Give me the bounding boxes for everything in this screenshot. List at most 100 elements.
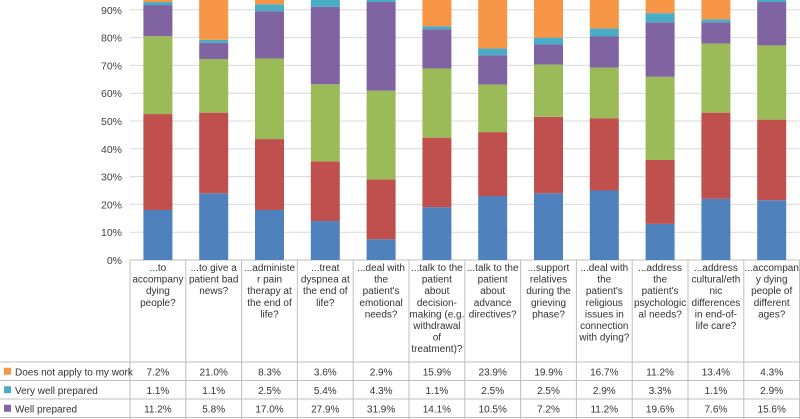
bar-segment: [310, 221, 340, 260]
bar-segment: [478, 0, 508, 49]
category-label: ...talk to the patient about decision-makin…: [409, 263, 464, 355]
bar-segment: [534, 116, 563, 194]
table-cell-value: 1.1%: [705, 386, 728, 397]
bar-segment: [757, 0, 787, 3]
bar-segment: [310, 6, 340, 85]
bar-segment: [589, 118, 619, 191]
table-cell-value: 19.9%: [534, 367, 562, 378]
bar-segment: [701, 19, 731, 23]
category-label: ...address the patient's psychologic al need…: [634, 263, 686, 320]
bar-segment: [589, 0, 619, 29]
bar-segment: [199, 59, 229, 113]
bar-segment: [534, 37, 563, 45]
table-cell-value: 23.9%: [479, 367, 507, 378]
bar-segment: [422, 68, 452, 138]
bar-segment: [422, 137, 452, 208]
table-cell-value: 11.2%: [646, 367, 674, 378]
y-tick-label: 10%: [101, 227, 122, 239]
bars: [143, 0, 787, 260]
y-axis: 0% 10% 20% 30% 40% 50% 60% 70% 80% 90%: [101, 5, 122, 267]
table-cell-value: 3.6%: [314, 367, 337, 378]
bar-segment: [310, 161, 340, 222]
table-cell-value: 7.2%: [147, 367, 170, 378]
y-tick-label: 50%: [101, 116, 122, 128]
bar-segment: [589, 28, 619, 37]
table-cell-value: 21.0%: [200, 367, 228, 378]
bar-segment: [589, 36, 619, 68]
table-cell-value: 2.9%: [370, 367, 393, 378]
bar-segment: [255, 4, 284, 12]
bar-segment: [366, 239, 396, 260]
bar-segment: [255, 209, 284, 260]
bar-segment: [757, 45, 787, 120]
table-cell-value: 15.6%: [758, 404, 786, 415]
table-cell-value: 16.7%: [590, 367, 618, 378]
bar-segment: [478, 84, 508, 133]
bar-segment: [701, 43, 731, 113]
y-tick-label: 90%: [101, 5, 122, 17]
table-cell-value: 15.9%: [423, 367, 451, 378]
bar-segment: [757, 200, 787, 260]
bar-segment: [701, 22, 731, 44]
bar-segment: [534, 0, 563, 38]
bar-segment: [478, 48, 508, 56]
legend-key: [4, 367, 11, 375]
bar-segment: [143, 114, 173, 210]
bar-segment: [199, 0, 229, 40]
table-cell-value: 31.9%: [367, 404, 395, 415]
table-cell-value: 4.3%: [760, 367, 783, 378]
bar-segment: [199, 112, 229, 194]
bar-segment: [645, 159, 675, 224]
table-cell-value: 10.5%: [479, 404, 507, 415]
table-cell-value: 7.2%: [537, 404, 560, 415]
bar-segment: [534, 44, 563, 65]
y-tick-label: 80%: [101, 33, 122, 45]
bar-segment: [645, 13, 675, 23]
bar-segment: [701, 112, 731, 199]
category-label: ...support relatives during the grieving pha…: [526, 263, 571, 320]
bar-segment: [366, 2, 396, 91]
row-label: Does not apply to my work: [15, 367, 134, 378]
table-cell-value: 5.4%: [314, 386, 337, 397]
bar-segment: [645, 0, 675, 14]
table-cell-value: 1.1%: [426, 386, 449, 397]
table-cell-value: 19.6%: [646, 404, 674, 415]
category-label: ...administe r pain therapy at the end of li…: [244, 263, 296, 320]
table-cell-value: 1.1%: [202, 386, 225, 397]
bar-segment: [199, 42, 229, 60]
category-label: ...accompan y dying people of different ages…: [744, 263, 798, 320]
row-label: Well prepared: [15, 404, 77, 415]
table-cell-value: 5.8%: [202, 404, 225, 415]
bar-segment: [422, 29, 452, 69]
table-cell-value: 2.5%: [481, 386, 504, 397]
bar-segment: [422, 0, 452, 27]
bar-segment: [645, 22, 675, 77]
bar-segment: [255, 58, 284, 140]
table-cell-value: 27.9%: [311, 404, 339, 415]
gridlines: [130, 9, 800, 261]
y-tick-label: 40%: [101, 144, 122, 156]
bar-segment: [534, 193, 563, 260]
bar-segment: [255, 139, 284, 210]
bar-segment: [310, 84, 340, 162]
bar-segment: [199, 39, 229, 43]
row-label: Very well prepared: [15, 386, 98, 397]
y-tick-label: 0%: [107, 255, 122, 267]
bar-segment: [143, 36, 173, 115]
y-tick-label: 20%: [101, 199, 122, 211]
bar-segment: [255, 11, 284, 59]
category-label: ...to give a patient bad news?: [189, 263, 239, 297]
table-cell-value: 7.6%: [705, 404, 728, 415]
table-cell-value: 3.3%: [649, 386, 672, 397]
bar-segment: [478, 196, 508, 260]
bar-segment: [310, 0, 340, 7]
bar-segment: [143, 0, 173, 3]
bar-segment: [645, 76, 675, 160]
table-cell-value: 2.9%: [593, 386, 616, 397]
table-cell-value: 14.1%: [423, 404, 451, 415]
bar-segment: [143, 2, 173, 6]
bar-segment: [255, 0, 284, 5]
category-label: ...to accompany dying people?: [132, 263, 183, 309]
bar-segment: [366, 179, 396, 240]
